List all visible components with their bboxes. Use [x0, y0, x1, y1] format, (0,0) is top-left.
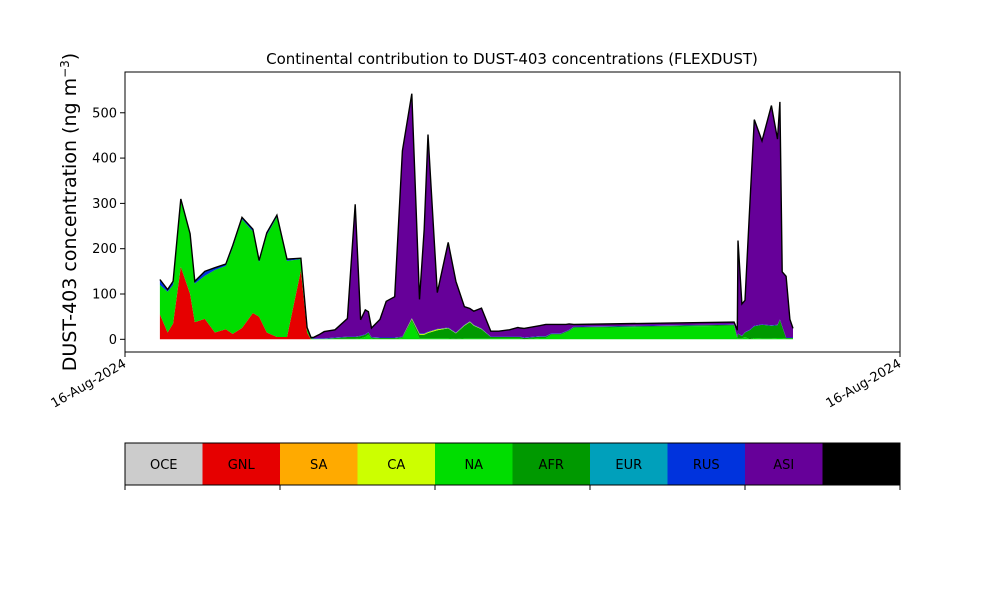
legend-swatch-afr — [512, 443, 590, 485]
legend-label-rus: RUS — [693, 458, 720, 473]
legend-label-eur: EUR — [615, 458, 642, 473]
legend-colorbar: OCE GNL SA CA NA AFR EUR RUS ASI AUS — [124, 442, 901, 490]
y-tick-label: 400 — [92, 152, 117, 167]
y-tick-label: 300 — [92, 197, 117, 212]
chart-title: Continental contribution to DUST-403 con… — [266, 50, 758, 68]
plot-frame — [124, 71, 901, 353]
y-tick-label: 500 — [92, 106, 117, 121]
legend-label-ca: CA — [387, 458, 405, 473]
legend-swatch-eur — [590, 443, 668, 485]
y-tick-label: 100 — [92, 288, 117, 303]
y-axis-label-close: ) — [59, 53, 81, 60]
legend-frame — [124, 442, 901, 486]
area-afr — [159, 201, 793, 340]
legend-label-sa: SA — [310, 458, 327, 473]
legend-swatch-gnl — [202, 443, 280, 485]
y-axis: 0 100 200 300 400 500 — [92, 106, 125, 348]
y-axis-label: DUST-403 concentration (ng m−3) — [58, 53, 81, 371]
legend-label-na: NA — [464, 458, 483, 473]
total-outline — [159, 93, 794, 339]
area-na — [159, 201, 793, 340]
legend-swatch-rus — [667, 443, 745, 485]
legend-swatch-oce — [125, 443, 203, 485]
y-tick-label: 0 — [109, 333, 117, 348]
legend-swatch-sa — [280, 443, 358, 485]
legend-swatch-ca — [357, 443, 435, 485]
x-axis: 16-Aug-2024 16-Aug-2024 — [49, 352, 904, 412]
area-gnl — [159, 266, 793, 340]
legend-label-aus: AUS — [848, 458, 875, 473]
legend-swatch-asi — [745, 443, 823, 485]
stacked-areas — [159, 93, 793, 340]
legend-label-afr: AFR — [539, 458, 564, 473]
x-tick-label: 16-Aug-2024 — [824, 356, 904, 411]
legend-label-gnl: GNL — [228, 458, 256, 473]
legend-swatch-na — [435, 443, 513, 485]
y-axis-label-sup: −3 — [58, 60, 72, 78]
y-axis-label-main: DUST-403 concentration (ng m — [59, 78, 81, 371]
y-tick-label: 200 — [92, 242, 117, 257]
legend-label-asi: ASI — [773, 458, 794, 473]
legend-label-oce: OCE — [150, 458, 178, 473]
legend-swatch-aus — [822, 443, 900, 485]
